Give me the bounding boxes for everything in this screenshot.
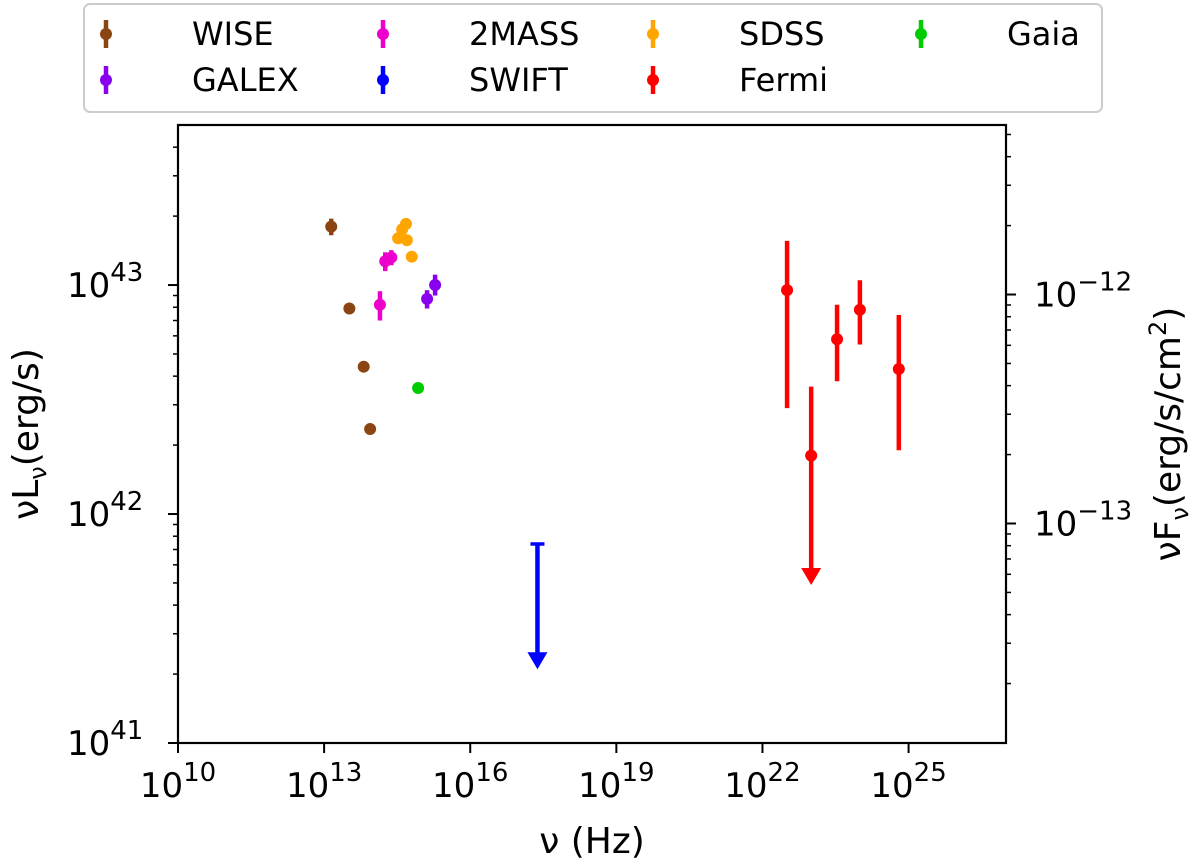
data-point	[853, 303, 866, 316]
legend-label: WISE	[192, 15, 274, 53]
series-2mass	[373, 250, 398, 321]
legend-box	[83, 3, 1103, 113]
y-right-label-sub: ν	[1166, 507, 1194, 520]
svg-text:νLν(erg/s): νLν(erg/s)	[6, 348, 52, 520]
y-left-tick-label: 1041	[67, 716, 143, 764]
data-point	[421, 292, 434, 305]
series-sdss	[392, 217, 418, 263]
x-tick-exponent: 13	[329, 758, 362, 788]
y-right-label-unit: (erg/s/cm	[1148, 336, 1189, 507]
legend-item-galex: GALEX	[100, 61, 299, 99]
y-left-label-sub: ν	[24, 466, 52, 479]
legend-marker	[647, 28, 659, 40]
legend-label: SWIFT	[469, 61, 568, 99]
plot-area	[325, 217, 905, 670]
legend-label: SDSS	[739, 15, 825, 53]
x-tick-base: 10	[870, 766, 913, 806]
series-galex	[421, 274, 442, 309]
legend-marker	[647, 74, 659, 86]
svg-text:νFν(erg/s/cm2): νFν(erg/s/cm2)	[1144, 307, 1194, 562]
series-fermi	[781, 240, 905, 585]
legend-item-sdss: SDSS	[647, 15, 825, 53]
data-point	[412, 382, 425, 395]
upper-limit-arrow	[801, 567, 822, 585]
y-left-tick-label: 1043	[67, 258, 143, 306]
legend-marker	[100, 74, 112, 86]
legend-label: Gaia	[1007, 15, 1080, 53]
legend-item-swift: SWIFT	[377, 61, 568, 99]
x-tick-label: 1025	[870, 758, 946, 806]
data-point	[364, 423, 377, 436]
legend-item-gaia: Gaia	[915, 15, 1080, 53]
x-tick-label: 1016	[432, 758, 508, 806]
x-tick-exponent: 19	[621, 758, 654, 788]
x-tick-base: 10	[724, 766, 767, 806]
y-right-label-unit-close: )	[1148, 307, 1189, 321]
x-tick-base: 10	[432, 766, 475, 806]
y-right-tick-label: 10−13	[1034, 497, 1132, 545]
legend-item-fermi: Fermi	[647, 61, 828, 99]
legend-marker	[377, 28, 389, 40]
y-right-tick-label: 10−12	[1034, 268, 1132, 316]
x-tick-label: 1010	[140, 758, 216, 806]
x-tick-exponent: 22	[768, 758, 801, 788]
legend-label: 2MASS	[469, 15, 579, 53]
x-tick-label: 1013	[286, 758, 362, 806]
data-point	[805, 449, 818, 462]
y-left-tick-exponent: 41	[110, 716, 143, 746]
x-tick-exponent: 25	[914, 758, 947, 788]
y-left-axis-label: νLν(erg/s)	[6, 348, 52, 520]
series-gaia	[412, 382, 425, 395]
legend-label: GALEX	[192, 61, 299, 99]
data-point	[373, 298, 386, 311]
x-tick-exponent: 16	[475, 758, 508, 788]
x-tick-exponent: 10	[183, 758, 216, 788]
x-tick-base: 10	[286, 766, 329, 806]
data-point	[831, 333, 844, 346]
series-swift	[527, 542, 548, 670]
y-left-tick-base: 10	[67, 495, 110, 535]
y-left-tick-exponent: 42	[110, 487, 143, 517]
data-point	[429, 279, 442, 292]
data-point	[325, 220, 338, 233]
legend-marker	[915, 28, 927, 40]
y-left-label-main: νL	[6, 480, 47, 520]
legend-marker	[100, 28, 112, 40]
data-point	[400, 234, 413, 247]
legend-label: Fermi	[739, 61, 828, 99]
y-right-label-main: νF	[1148, 521, 1189, 562]
data-point	[357, 360, 370, 373]
data-point	[343, 302, 356, 315]
data-point	[400, 217, 413, 230]
y-left-tick-base: 10	[67, 724, 110, 764]
axes-ticks: 1010 1013 1016 1019 1022 102510411042104310−1…	[67, 133, 1132, 806]
legend-item-2mass: 2MASS	[377, 15, 579, 53]
y-right-tick-exponent: −12	[1077, 268, 1132, 298]
y-right-label-unit-sup: 2	[1144, 321, 1172, 336]
data-point	[385, 251, 398, 264]
x-axis-label: ν (Hz)	[539, 821, 645, 862]
y-left-label-unit: (erg/s)	[6, 348, 47, 466]
data-point	[405, 250, 418, 263]
data-point	[892, 362, 905, 375]
series-wise	[325, 218, 377, 436]
legend: WISE 2MASS SDSS Gaia GALEX SWIFT Fermi	[83, 3, 1103, 113]
x-tick-label: 1019	[578, 758, 654, 806]
x-tick-base: 10	[578, 766, 621, 806]
upper-limit-arrow	[527, 652, 548, 670]
legend-marker	[377, 74, 389, 86]
legend-item-wise: WISE	[100, 15, 274, 53]
y-left-tick-base: 10	[67, 266, 110, 306]
x-tick-base: 10	[140, 766, 183, 806]
y-left-tick-exponent: 43	[110, 258, 143, 288]
data-point	[781, 284, 794, 297]
x-tick-label: 1022	[724, 758, 800, 806]
y-left-tick-label: 1042	[67, 487, 143, 535]
y-right-tick-base: 10	[1034, 505, 1077, 545]
y-right-tick-exponent: −13	[1077, 497, 1132, 527]
y-right-axis-label: νFν(erg/s/cm2)	[1144, 307, 1194, 562]
plot-frame	[176, 123, 1008, 745]
y-right-tick-base: 10	[1034, 276, 1077, 316]
